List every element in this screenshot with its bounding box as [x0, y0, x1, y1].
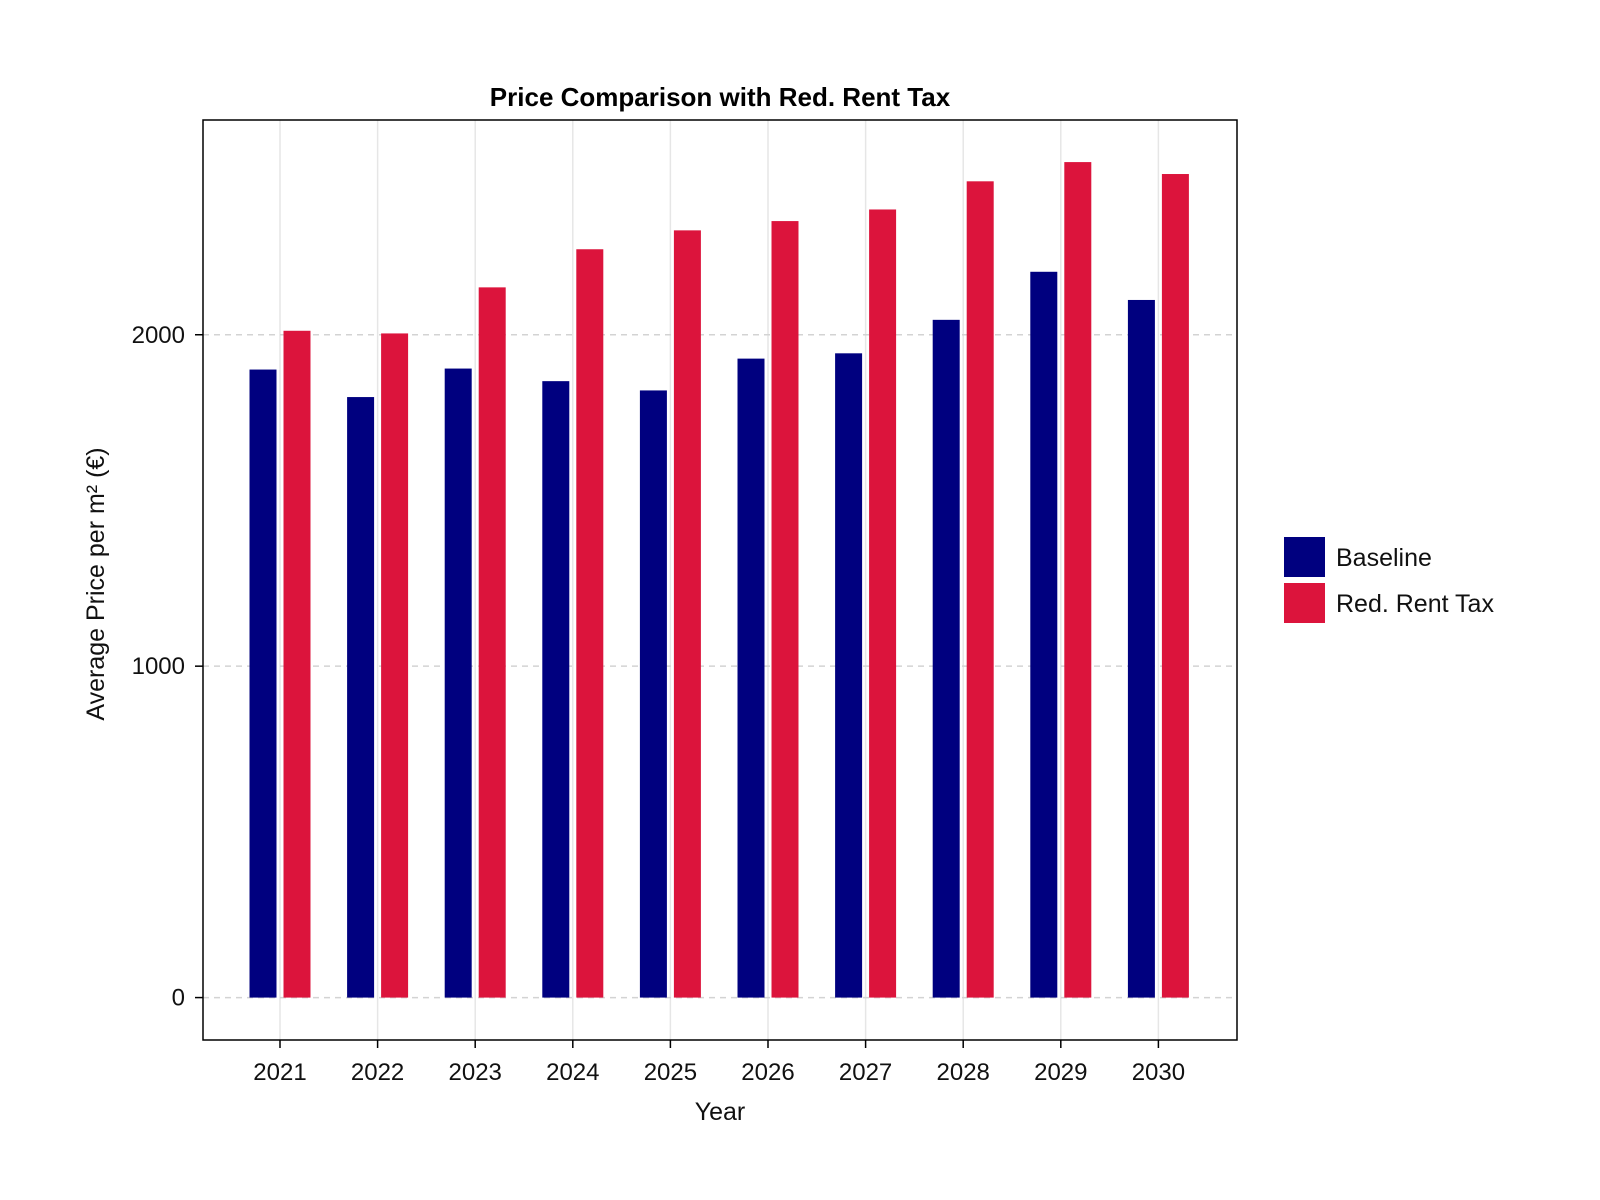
x-tick-label: 2029 [1034, 1059, 1087, 1086]
x-tick-label: 2021 [253, 1059, 306, 1086]
y-tick-label: 2000 [132, 322, 185, 349]
plot-frame [202, 119, 1238, 1041]
bar-baseline-2028 [932, 319, 960, 998]
legend-label-baseline: Baseline [1336, 544, 1432, 572]
y-axis-label: Average Price per m² (€) [82, 447, 110, 720]
bar-baseline-2029 [1030, 271, 1058, 998]
bar-baseline-2027 [835, 353, 863, 998]
legend-swatch-baseline [1284, 537, 1325, 577]
bar-red-rent-tax-2022 [381, 333, 409, 998]
bar-red-rent-tax-2025 [673, 230, 701, 998]
x-tick-label: 2024 [546, 1059, 599, 1086]
bar-red-rent-tax-2026 [771, 221, 799, 998]
axis-ticks: 2021 2022 2023 2024 2025 2026 2027 2028 2029 2030… [132, 322, 1185, 1086]
bars [249, 162, 1189, 998]
x-tick-label: 2022 [351, 1059, 404, 1086]
y-tick-label: 1000 [132, 653, 185, 680]
bar-red-rent-tax-2023 [478, 287, 506, 998]
chart-title: Price Comparison with Red. Rent Tax [490, 82, 951, 112]
bar-baseline-2022 [347, 397, 375, 998]
bar-red-rent-tax-2024 [576, 249, 604, 998]
x-tick-label: 2030 [1132, 1059, 1185, 1086]
x-tick-label: 2028 [937, 1059, 990, 1086]
legend-swatch-red-rent-tax [1284, 583, 1325, 623]
bar-baseline-2021 [249, 369, 277, 998]
bar-red-rent-tax-2027 [869, 209, 897, 998]
bar-baseline-2025 [639, 390, 667, 998]
legend-label-red-rent-tax: Red. Rent Tax [1336, 590, 1494, 618]
x-tick-label: 2023 [449, 1059, 502, 1086]
bar-baseline-2030 [1127, 299, 1155, 998]
bar-baseline-2024 [542, 381, 570, 998]
bar-baseline-2026 [737, 358, 765, 998]
bar-red-rent-tax-2030 [1161, 174, 1189, 998]
x-tick-label: 2026 [741, 1059, 794, 1086]
x-axis-label: Year [695, 1098, 746, 1126]
bar-baseline-2023 [444, 368, 472, 998]
x-tick-label: 2027 [839, 1059, 892, 1086]
bar-red-rent-tax-2028 [966, 181, 994, 998]
bar-red-rent-tax-2021 [283, 330, 311, 998]
bar-red-rent-tax-2029 [1064, 162, 1092, 998]
legend: Baseline Red. Rent Tax [1284, 537, 1494, 623]
y-tick-label: 0 [172, 985, 185, 1012]
x-tick-label: 2025 [644, 1059, 697, 1086]
